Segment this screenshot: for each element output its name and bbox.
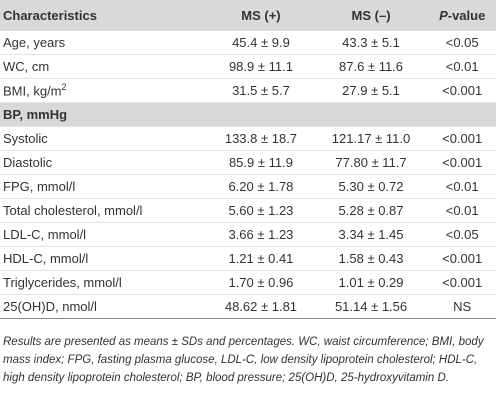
table-row: 25(OH)D, nmol/l 48.62 ± 1.81 51.14 ± 1.56 N… xyxy=(0,294,496,319)
table-row: Diastolic 85.9 ± 11.9 77.80 ± 11.7 <0.001 xyxy=(0,150,496,175)
cell: <0.01 xyxy=(428,54,496,79)
row-label: Diastolic xyxy=(0,150,209,175)
cell: <0.001 xyxy=(428,246,496,271)
header-cell: P-value xyxy=(428,0,496,31)
text: -value xyxy=(447,8,486,23)
cell: <0.05 xyxy=(428,222,496,247)
table-row: Age, years 45.4 ± 9.9 43.3 ± 5.1 <0.05 xyxy=(0,31,496,55)
cell: <0.001 xyxy=(428,270,496,295)
cell: 1.70 ± 0.96 xyxy=(208,270,314,295)
cell: 27.9 ± 5.1 xyxy=(313,78,429,103)
cell: 43.3 ± 5.1 xyxy=(313,31,429,55)
footnote: Results are presented as means ± SDs and… xyxy=(3,336,484,384)
row-label: BMI, kg/m2 xyxy=(0,78,209,103)
table-row: Triglycerides, mmol/l 1.70 ± 0.96 1.01 ± 0… xyxy=(0,270,496,295)
row-label: LDL-C, mmol/l xyxy=(0,222,209,247)
cell: 98.9 ± 11.1 xyxy=(208,54,314,79)
section-row: BP, mmHg xyxy=(0,102,496,127)
cell: 1.21 ± 0.41 xyxy=(208,246,314,271)
table-row: WC, cm 98.9 ± 11.1 87.6 ± 11.6 <0.01 xyxy=(0,54,496,79)
header-cell: MS (–) xyxy=(313,0,429,31)
cell: 31.5 ± 5.7 xyxy=(208,78,314,103)
table-row: LDL-C, mmol/l 3.66 ± 1.23 3.34 ± 1.45 <0.05 xyxy=(0,222,496,247)
table-body: Age, years 45.4 ± 9.9 43.3 ± 5.1 <0.05 WC, c… xyxy=(0,31,496,319)
row-label: BP, mmHg xyxy=(0,102,496,127)
cell: 1.01 ± 0.29 xyxy=(313,270,429,295)
cell: 51.14 ± 1.56 xyxy=(313,294,429,319)
cell: <0.01 xyxy=(428,198,496,223)
cell: <0.01 xyxy=(428,174,496,199)
cell: 133.8 ± 18.7 xyxy=(208,126,314,151)
cell: 6.20 ± 1.78 xyxy=(208,174,314,199)
row-label: 25(OH)D, nmol/l xyxy=(0,294,209,319)
superscript: 2 xyxy=(61,82,67,93)
header-cell: MS (+) xyxy=(208,0,314,31)
data-table: Characteristics MS (+) MS (–) P-value Age, … xyxy=(0,0,496,319)
table-row: Total cholesterol, mmol/l 5.60 ± 1.23 5.28… xyxy=(0,198,496,223)
cell: 1.58 ± 0.43 xyxy=(313,246,429,271)
header-cell: Characteristics xyxy=(0,0,209,31)
text: BMI, kg/m xyxy=(3,83,62,99)
table-row: Systolic 133.8 ± 18.7 121.17 ± 11.0 <0.001 xyxy=(0,126,496,151)
cell: NS xyxy=(428,294,496,319)
cell: <0.001 xyxy=(428,126,496,151)
row-label: HDL-C, mmol/l xyxy=(0,246,209,271)
row-label: Total cholesterol, mmol/l xyxy=(0,198,209,223)
cell: 3.34 ± 1.45 xyxy=(313,222,429,247)
cell: 3.66 ± 1.23 xyxy=(208,222,314,247)
cell: 48.62 ± 1.81 xyxy=(208,294,314,319)
cell: 87.6 ± 11.6 xyxy=(313,54,429,79)
cell: 45.4 ± 9.9 xyxy=(208,31,314,55)
row-label: FPG, mmol/l xyxy=(0,174,209,199)
row-label: Systolic xyxy=(0,126,209,151)
cell: <0.001 xyxy=(428,150,496,175)
table-row: BMI, kg/m2 31.5 ± 5.7 27.9 ± 5.1 <0.001 xyxy=(0,78,496,103)
cell: 5.30 ± 0.72 xyxy=(313,174,429,199)
table-row: HDL-C, mmol/l 1.21 ± 0.41 1.58 ± 0.43 <0.00… xyxy=(0,246,496,271)
cell: 5.28 ± 0.87 xyxy=(313,198,429,223)
cell: <0.05 xyxy=(428,31,496,55)
cell: 85.9 ± 11.9 xyxy=(208,150,314,175)
cell: <0.001 xyxy=(428,78,496,103)
cell: 77.80 ± 11.7 xyxy=(313,150,429,175)
cell: 121.17 ± 11.0 xyxy=(313,126,429,151)
table-row: FPG, mmol/l 6.20 ± 1.78 5.30 ± 0.72 <0.01 xyxy=(0,174,496,199)
row-label: Triglycerides, mmol/l xyxy=(0,270,209,295)
header-row: Characteristics MS (+) MS (–) P-value xyxy=(0,0,496,31)
row-label: Age, years xyxy=(0,31,209,55)
italic-text: P xyxy=(439,8,448,23)
cell: 5.60 ± 1.23 xyxy=(208,198,314,223)
row-label: WC, cm xyxy=(0,54,209,79)
